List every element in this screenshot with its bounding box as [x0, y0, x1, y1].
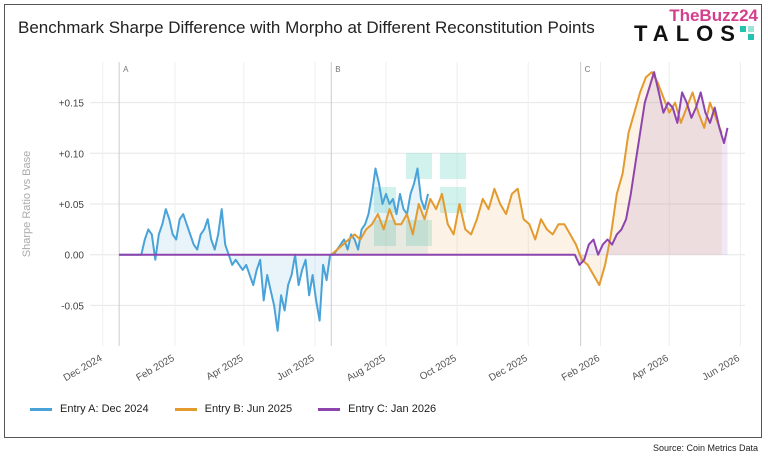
logo-mark-icon: [740, 26, 754, 40]
x-tick-label: Dec 2025: [487, 353, 530, 384]
x-tick-label: Dec 2024: [62, 353, 105, 384]
legend-label: Entry B: Jun 2025: [204, 403, 293, 415]
chart-title: Benchmark Sharpe Difference with Morpho …: [18, 18, 595, 37]
legend-label: Entry C: Jan 2026: [348, 403, 437, 415]
legend-swatch: [174, 407, 197, 411]
x-tick-label: Apr 2025: [205, 353, 246, 383]
legend-item: Entry A: Dec 2024: [30, 403, 149, 415]
x-tick-label: Aug 2025: [345, 353, 388, 384]
x-tick-label: Feb 2025: [134, 353, 176, 384]
series-area: [331, 72, 722, 286]
y-axis-label: Sharpe Ratio vs Base: [21, 151, 33, 257]
x-tick-label: Oct 2025: [418, 353, 459, 383]
x-tick-label: Apr 2026: [630, 353, 671, 383]
chart-legend: Entry A: Dec 2024 Entry B: Jun 2025 Entry …: [30, 403, 436, 415]
brand-logo: TheBuzz24 TALOS: [634, 6, 758, 48]
legend-item: Entry B: Jun 2025: [174, 403, 293, 415]
legend-swatch: [30, 407, 52, 411]
series-line: [119, 71, 729, 266]
y-tick-label: +0.15: [59, 99, 85, 110]
watermark-square: [374, 187, 396, 213]
chart-frame: [4, 4, 762, 438]
legend-label: Entry A: Dec 2024: [60, 403, 149, 415]
reconstitution-label: C: [585, 65, 591, 74]
reconstitution-label: A: [123, 65, 129, 74]
logo-brand-text: TALOS: [634, 21, 742, 46]
x-tick-label: Feb 2026: [560, 353, 602, 384]
series-area: [119, 168, 428, 331]
x-tick-label: Jun 2025: [275, 353, 317, 383]
legend-item: Entry C: Jan 2026: [318, 403, 436, 415]
logo-overlay-text: TheBuzz24: [669, 6, 758, 25]
legend-swatch: [318, 407, 341, 411]
y-tick-label: 0.00: [65, 251, 85, 262]
source-note: Source: Coin Metrics Data: [652, 443, 758, 453]
watermark-square: [440, 153, 466, 179]
series-line: [119, 167, 429, 332]
reconstitution-label: B: [335, 65, 340, 74]
y-tick-label: -0.05: [61, 301, 84, 312]
sharpe-chart: -0.05 0.00 +0.05 +0.10 +0.15 Dec 2024 Feb 2025…: [21, 62, 745, 384]
x-tick-label: Jun 2026: [701, 353, 743, 383]
series-area: [119, 72, 728, 265]
y-tick-label: +0.10: [59, 149, 85, 160]
watermark-square: [374, 220, 396, 246]
y-tick-label: +0.05: [59, 200, 85, 211]
